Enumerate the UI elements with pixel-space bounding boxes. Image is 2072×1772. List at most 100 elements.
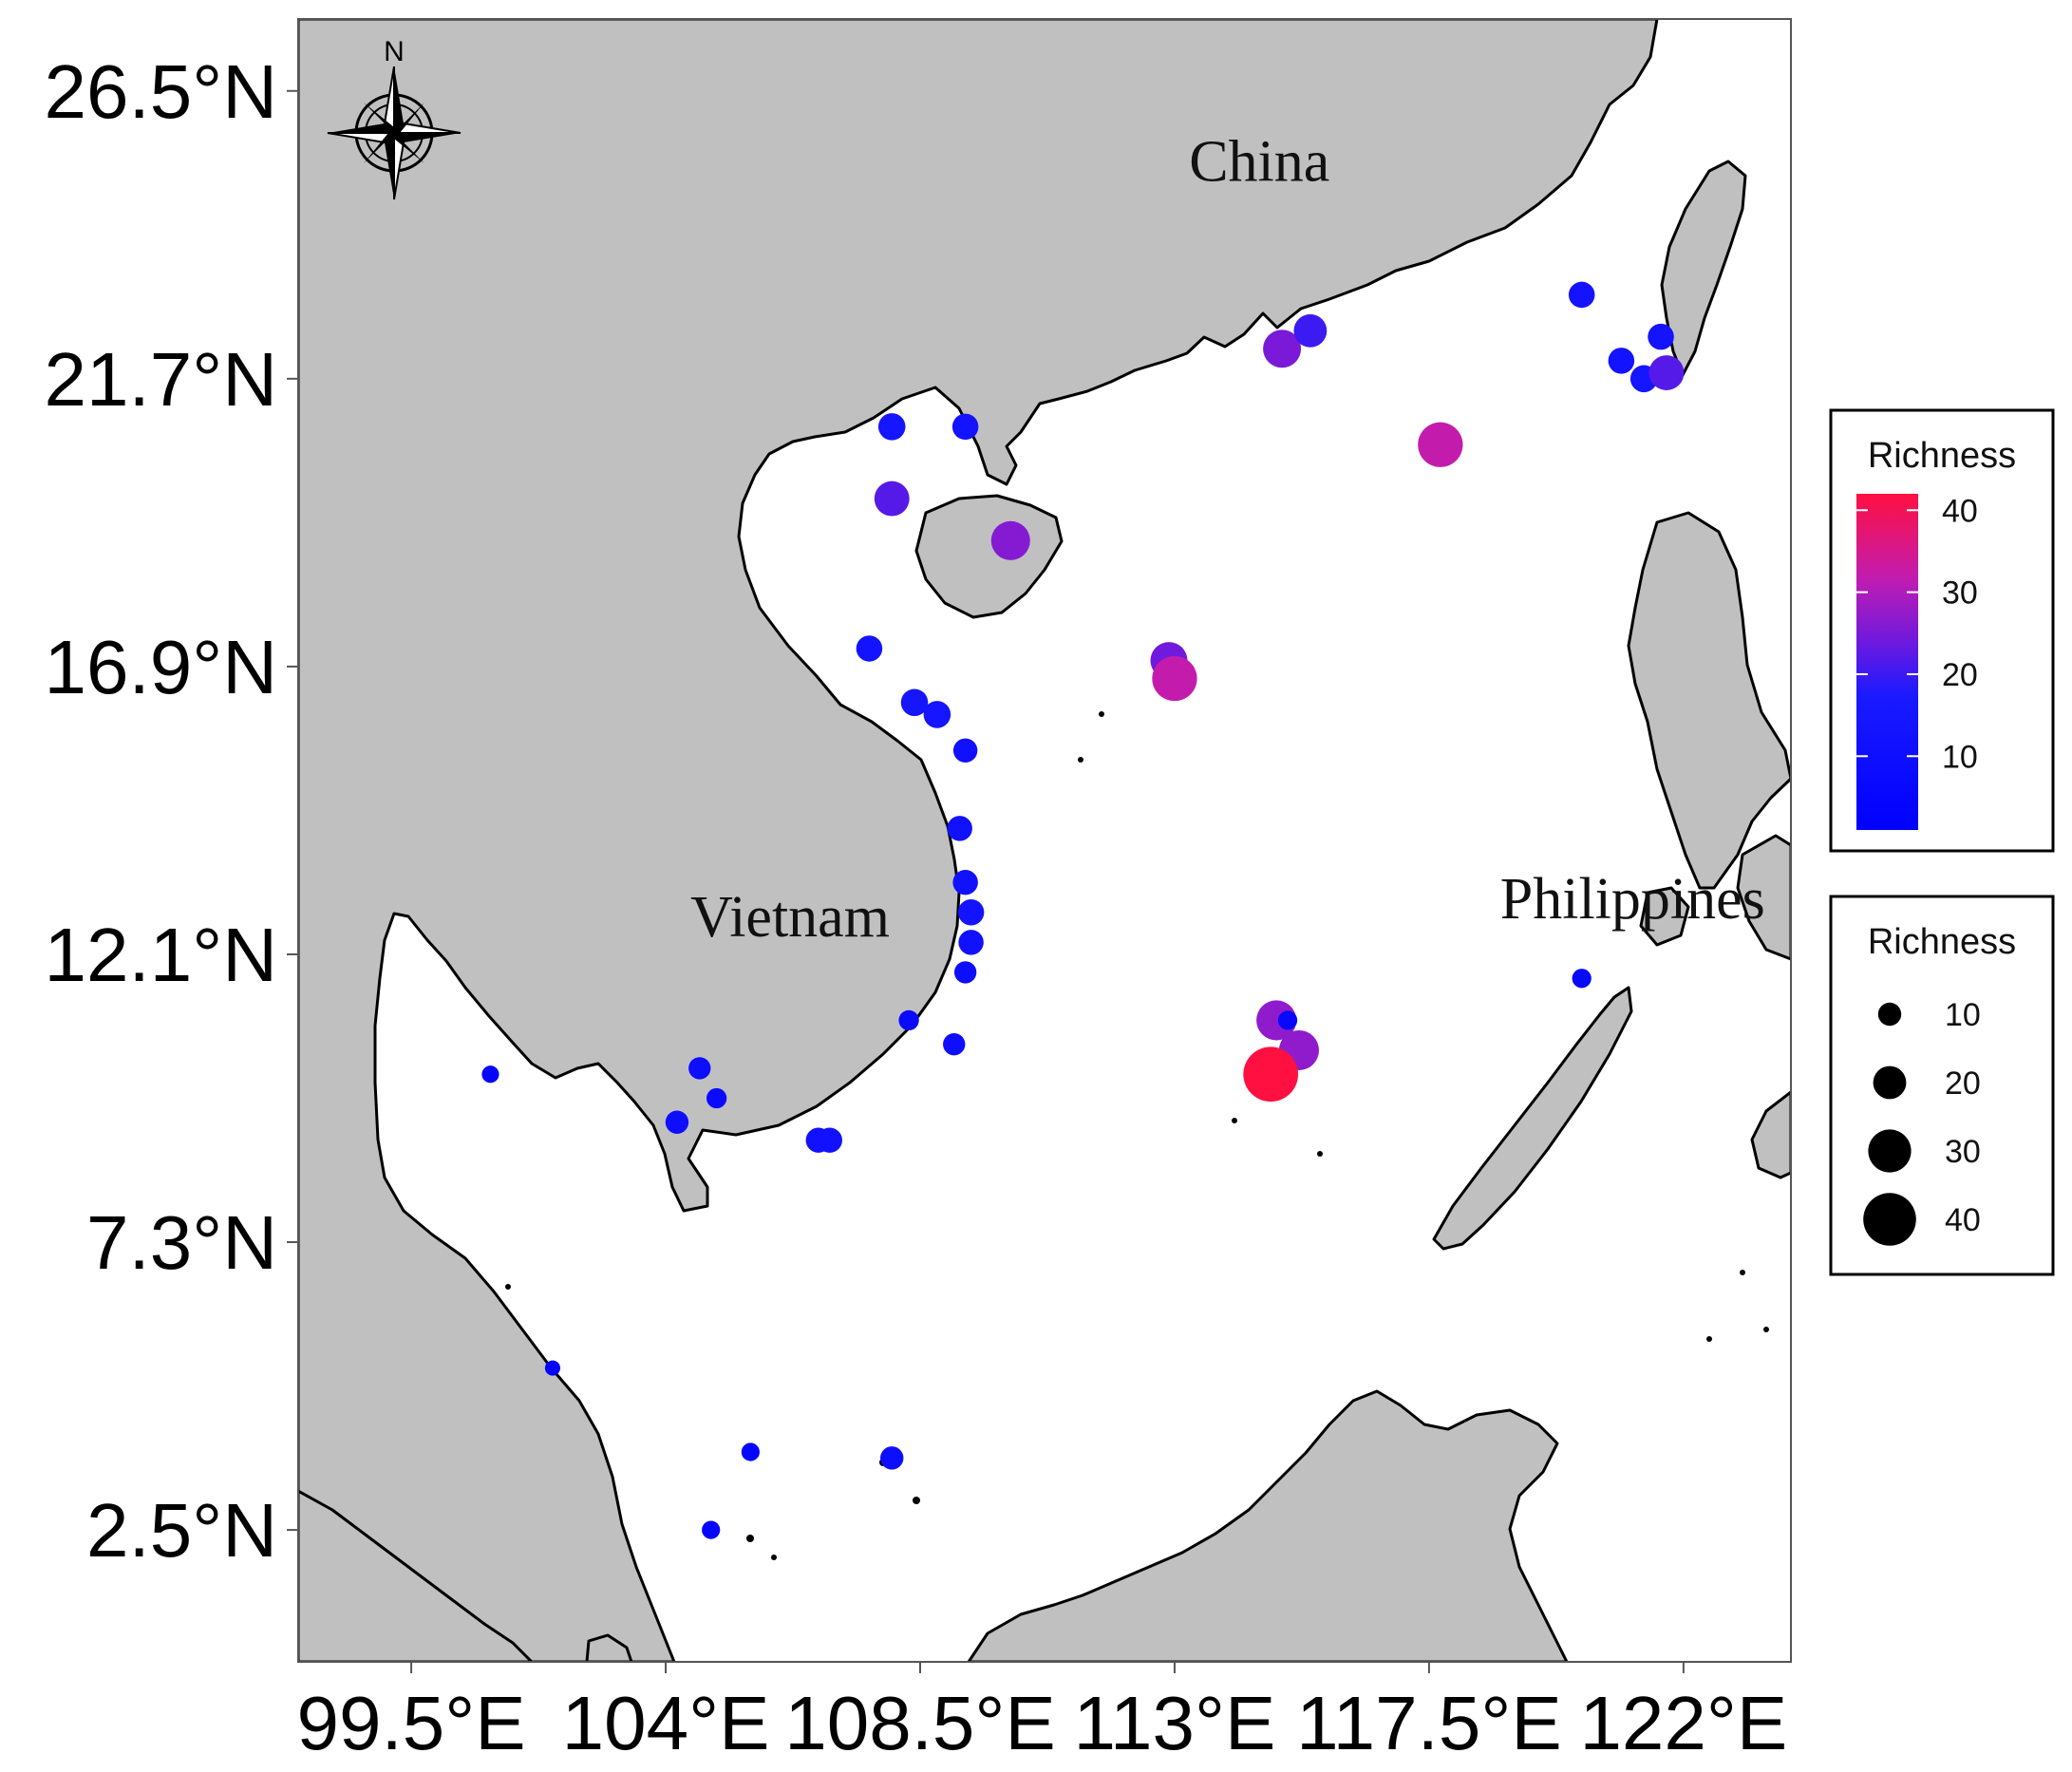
- color-legend-title: Richness: [1868, 436, 2016, 476]
- size-legend-label: 30: [1945, 1134, 1981, 1170]
- sampling-site-point: [952, 869, 978, 895]
- lat-tick-label: 7.3°N: [86, 1200, 277, 1285]
- sampling-site-point: [856, 635, 883, 662]
- hainan-island: [914, 494, 1064, 619]
- reef-dot: [1099, 711, 1104, 717]
- reef-dot: [746, 1535, 754, 1542]
- sampling-site-point: [481, 1065, 499, 1084]
- land-layer: [298, 19, 1791, 1662]
- size-legend: Richness 10 20 30 40: [1829, 895, 2055, 1276]
- sampling-site-point: [958, 930, 984, 955]
- sampling-site-point: [1263, 330, 1302, 368]
- sampling-site-point: [951, 413, 979, 441]
- label-philippines: Philippines: [1500, 867, 1765, 932]
- sampling-site-point: [1648, 323, 1674, 350]
- sumatra-island: [298, 1489, 534, 1662]
- reef-dot: [505, 1284, 511, 1290]
- lat-tick-label: 2.5°N: [86, 1488, 277, 1573]
- sampling-site-point: [990, 520, 1030, 560]
- lon-tick-label: 113°E: [1074, 1681, 1276, 1765]
- color-tick-label: 30: [1942, 575, 1978, 612]
- lon-tick-label: 108.5°E: [784, 1681, 1056, 1765]
- map-panel: China Vietnam Philippines N: [297, 18, 1792, 1663]
- lon-tick-label: 122°E: [1579, 1681, 1787, 1765]
- sampling-site-point: [1572, 969, 1592, 989]
- reef-dot: [1078, 757, 1083, 763]
- sampling-site-point: [702, 1520, 721, 1539]
- sampling-site-point: [953, 961, 977, 984]
- size-legend-label: 10: [1945, 997, 1981, 1033]
- luzon-island: [1627, 511, 1791, 890]
- sampling-site-point: [1152, 655, 1197, 702]
- label-vietnam: Vietnam: [690, 885, 890, 950]
- sampling-site-point: [957, 899, 985, 926]
- sampling-site-point: [898, 1009, 919, 1031]
- sampling-site-point: [741, 1442, 760, 1461]
- reef-dot: [1317, 1151, 1323, 1157]
- size-legend-label: 40: [1945, 1202, 1981, 1238]
- label-china: China: [1189, 129, 1329, 194]
- sampling-site-point: [943, 1032, 966, 1056]
- bangka-island: [585, 1633, 633, 1662]
- sampling-site-point: [665, 1110, 689, 1134]
- reef-dot: [1763, 1327, 1769, 1332]
- sampling-site-point: [880, 1446, 904, 1470]
- richness-points: [481, 281, 1685, 1539]
- mindanao-island: [1750, 1090, 1791, 1179]
- sampling-site-point: [1608, 348, 1635, 374]
- compass-rose-icon: N: [327, 36, 461, 200]
- color-tick-label: 10: [1942, 739, 1978, 775]
- taiwan-island: [1660, 160, 1747, 377]
- north-letter: N: [384, 36, 405, 67]
- lon-tick-label: 104°E: [562, 1681, 770, 1765]
- sampling-site-point: [1648, 355, 1685, 390]
- lat-tick-label: 16.9°N: [45, 625, 277, 709]
- sampling-site-point: [947, 816, 972, 841]
- sampling-site-point: [952, 738, 978, 763]
- size-legend-dot: [1868, 1129, 1912, 1173]
- sampling-site-point: [1418, 422, 1463, 467]
- reef-dot: [771, 1555, 777, 1560]
- sampling-site-point: [874, 481, 910, 517]
- reef-dot: [1740, 1270, 1745, 1275]
- latitude-axis: 26.5°N 21.7°N 16.9°N 12.1°N 7.3°N 2.5°N: [45, 49, 298, 1573]
- visayas-islands: [1736, 834, 1791, 961]
- sampling-site-point: [544, 1360, 560, 1376]
- color-legend: Richness 40 30 20 10: [1829, 408, 2055, 853]
- lon-tick-label: 99.5°E: [297, 1681, 526, 1765]
- color-tick-label: 40: [1942, 493, 1978, 529]
- lat-tick-label: 12.1°N: [45, 913, 277, 997]
- reef-dot: [913, 1497, 920, 1504]
- color-tick-label: 20: [1942, 657, 1978, 693]
- sampling-site-point: [923, 701, 951, 728]
- sampling-site-point: [877, 413, 906, 441]
- borneo-island: [967, 1389, 1569, 1662]
- color-bar: [1856, 494, 1918, 830]
- sampling-site-point: [1277, 1010, 1298, 1030]
- color-legend-ticks: 40 30 20 10: [1856, 493, 1978, 775]
- sampling-site-point: [900, 688, 929, 717]
- sampling-site-point: [1256, 1000, 1297, 1041]
- size-legend-dot: [1877, 1002, 1902, 1027]
- sampling-site-point: [706, 1087, 727, 1109]
- size-legend-dot: [1873, 1065, 1907, 1100]
- longitude-axis: 99.5°E 104°E 108.5°E 113°E 117.5°E 122°E: [297, 1662, 1787, 1765]
- sampling-site-point: [805, 1127, 832, 1153]
- reef-dot: [1232, 1118, 1237, 1123]
- size-legend-title: Richness: [1868, 922, 2016, 962]
- sampling-site-point: [1293, 313, 1328, 348]
- lat-tick-label: 21.7°N: [45, 337, 277, 422]
- sampling-site-point: [1568, 281, 1595, 309]
- palawan-island: [1432, 986, 1633, 1251]
- size-legend-label: 20: [1945, 1065, 1981, 1102]
- size-legend-dot: [1863, 1193, 1916, 1246]
- mindoro-island: [1639, 886, 1690, 947]
- sampling-site-point: [688, 1057, 711, 1080]
- size-legend-entries: 10 20 30 40: [1863, 997, 1981, 1246]
- sampling-site-point: [1243, 1046, 1299, 1103]
- lon-tick-label: 117.5°E: [1296, 1681, 1562, 1765]
- lat-tick-label: 26.5°N: [45, 49, 277, 134]
- reef-dot: [1706, 1336, 1712, 1342]
- map-frame: [297, 18, 1792, 1663]
